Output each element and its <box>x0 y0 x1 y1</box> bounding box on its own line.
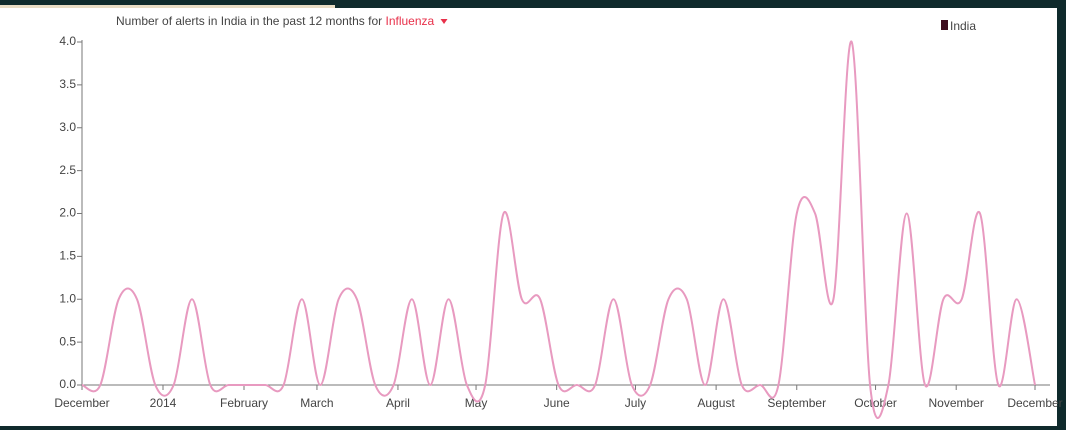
chart-title: Number of alerts in India in the past 12… <box>116 14 435 28</box>
chart: Number of alerts in India in the past 12… <box>54 14 1063 419</box>
y-tick-label: 1.0 <box>59 291 76 305</box>
y-tick-label: 0.5 <box>59 334 76 348</box>
x-tick-label: June <box>544 396 570 410</box>
x-tick-label: May <box>465 396 488 410</box>
legend-label: India <box>950 19 976 33</box>
y-tick-label: 0.0 <box>59 377 76 391</box>
y-tick-label: 3.5 <box>59 77 76 91</box>
x-tick-label: December <box>1007 396 1062 410</box>
x-tick-label: 2014 <box>150 396 177 410</box>
y-tick-label: 2.5 <box>59 163 76 177</box>
title-text: Number of alerts in India in the past 12… <box>116 14 382 28</box>
x-tick-label: December <box>54 396 109 410</box>
x-tick-label: July <box>625 396 646 410</box>
x-tick-label: April <box>386 396 410 410</box>
x-tick-label: February <box>220 396 268 410</box>
dropdown-caret[interactable] <box>440 19 448 24</box>
x-tick-label: October <box>854 396 897 410</box>
y-tick-label: 1.5 <box>59 249 76 263</box>
x-tick-label: August <box>697 396 735 410</box>
x-tick-label: March <box>300 396 333 410</box>
legend-swatch <box>941 20 948 30</box>
y-tick-label: 3.0 <box>59 120 76 134</box>
header-strip <box>0 5 335 8</box>
series-line <box>81 40 1036 419</box>
disease-selector[interactable]: Influenza <box>385 14 434 28</box>
y-tick-label: 2.0 <box>59 206 76 220</box>
x-tick-label: November <box>929 396 984 410</box>
y-tick-label: 4.0 <box>59 34 76 48</box>
chart-panel <box>0 8 1057 426</box>
x-tick-label: September <box>767 396 826 410</box>
